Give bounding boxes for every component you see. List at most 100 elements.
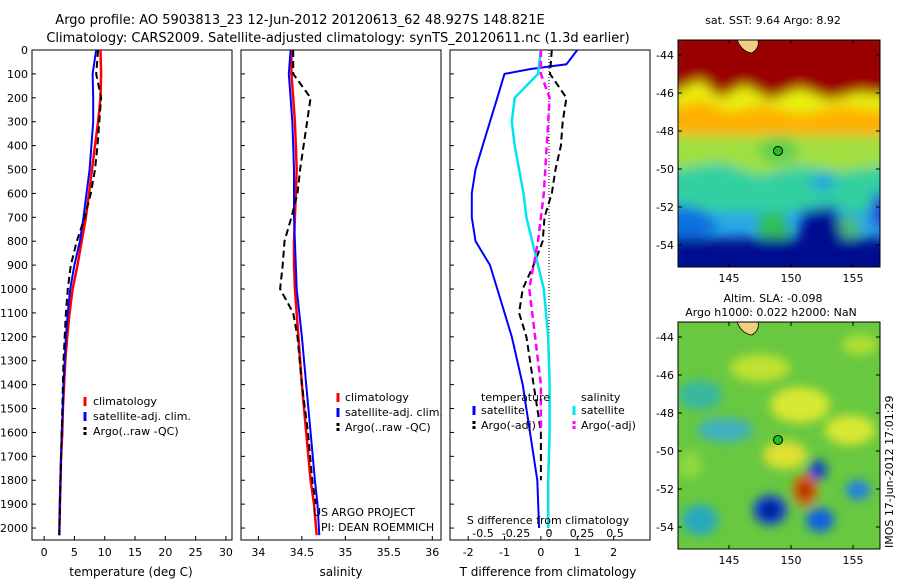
difference-axes-frame (449, 49, 651, 541)
map-lat-label: -44 (656, 331, 674, 344)
s-diff-tick-label: 0.5 (606, 527, 624, 540)
map-lat-label: -46 (656, 369, 674, 382)
x-tick-label: 35.5 (377, 546, 402, 559)
legend-climatology-label: climatology (93, 395, 157, 408)
depth-tick-label: 1300 (0, 355, 28, 368)
depth-tick-label: 1000 (0, 283, 28, 296)
credit-line-1: US ARGO PROJECT (313, 506, 415, 519)
depth-tick-label: 700 (7, 211, 28, 224)
map-lat-label: -50 (656, 163, 674, 176)
legend-temperature-title: temperature (481, 391, 550, 404)
salinity-xlabel: salinity (319, 565, 362, 579)
legend-sal-satellite-label: satellite (581, 404, 625, 417)
depth-tick-label: 1700 (0, 450, 28, 463)
depth-tick-label: 300 (7, 116, 28, 129)
x-tick-label: 34.5 (290, 546, 315, 559)
map-lon-label: 145 (719, 272, 740, 285)
series-line-argo-raw-qc (58, 50, 103, 536)
legend-argo-label: Argo(..raw -QC) (345, 421, 431, 434)
salinity-panel: 34 34.5 35 35.5 36 salinity climatology sate… (240, 49, 443, 579)
x-tick-label: 1 (574, 546, 581, 559)
x-tick-label: 30 (219, 546, 233, 559)
sla-map-title-2: Argo h1000: 0.022 h2000: NaN (685, 306, 857, 319)
legend-satellite-label: satellite-adj. clim. (93, 410, 191, 423)
depth-tick-label: 1800 (0, 474, 28, 487)
map-lat-label: -48 (656, 407, 674, 420)
title-line-2: Climatology: CARS2009. Satellite-adjuste… (46, 31, 629, 46)
depth-tick-label: 0 (21, 44, 28, 57)
depth-tick-label: 200 (7, 92, 28, 105)
map-lon-label: 155 (843, 272, 864, 285)
sla-map-title-1: Altim. SLA: -0.098 (723, 292, 822, 305)
difference-legend: temperature satellite Argo(-adj) salinit… (472, 391, 636, 432)
depth-tick-label: 100 (7, 68, 28, 81)
map-lon-label: 150 (781, 554, 802, 567)
sst-map-title: sat. SST: 9.64 Argo: 8.92 (705, 14, 841, 27)
argo-float-marker (773, 435, 783, 445)
series-line-salinity-argo-adj (528, 50, 551, 433)
x-tick-label: 35 (338, 546, 352, 559)
temperature-panel: 0100200300400500600700800900100011001200… (0, 44, 233, 579)
difference-panel: -2 -1 0 1 2 temperature satellite Argo(-adj)… (449, 49, 651, 579)
credit-line-2: PI: DEAN ROEMMICH (321, 521, 434, 534)
legend-argo-label: Argo(..raw -QC) (93, 425, 179, 438)
salinity-axes-frame (240, 49, 442, 541)
legend-sal-argo-label: Argo(-adj) (581, 419, 636, 432)
depth-tick-label: 1600 (0, 426, 28, 439)
series-line-satellite-adj-clim (287, 50, 321, 536)
map-lat-label: -54 (656, 521, 674, 534)
legend-temp-satellite-label: satellite (481, 404, 525, 417)
s-diff-tick-label: -0.5 (472, 527, 493, 540)
map-lat-label: -52 (656, 201, 674, 214)
title-line-1: Argo profile: AO 5903813_23 12-Jun-2012 … (55, 13, 544, 28)
x-tick-label: 0 (41, 546, 48, 559)
depth-tick-label: 1500 (0, 403, 28, 416)
depth-tick-label: 800 (7, 235, 28, 248)
x-tick-label: 25 (189, 546, 203, 559)
depth-tick-label: 1400 (0, 379, 28, 392)
x-tick-label: 36 (425, 546, 439, 559)
series-line-temperature-argo-adj (518, 50, 568, 481)
map-lat-label: -50 (656, 445, 674, 458)
s-diff-tick-label: -0.25 (502, 527, 530, 540)
sst-map-frame (677, 39, 881, 268)
sla-map-frame (677, 321, 881, 550)
sla-map: Altim. SLA: -0.098 Argo h1000: 0.022 h20… (656, 292, 896, 567)
x-tick-label: -1 (499, 546, 510, 559)
x-tick-label: 2 (610, 546, 617, 559)
legend-temp-argo-label: Argo(-adj) (481, 419, 536, 432)
temperature-xlabel: temperature (deg C) (69, 565, 192, 579)
x-tick-label: -2 (463, 546, 474, 559)
imos-timestamp: IMOS 17-Jun-2012 17:01:29 (883, 395, 896, 548)
depth-tick-label: 500 (7, 164, 28, 177)
x-tick-label: 34 (251, 546, 265, 559)
depth-tick-label: 900 (7, 259, 28, 272)
series-line-argo-raw-qc (279, 50, 317, 505)
legend-satellite-label: satellite-adj. clim. (345, 406, 443, 419)
salinity-legend: climatology satellite-adj. clim. Argo(..… (336, 391, 443, 434)
series-line-salinity-satellite (510, 50, 551, 528)
depth-tick-label: 400 (7, 140, 28, 153)
map-lon-label: 145 (719, 554, 740, 567)
map-lat-label: -54 (656, 239, 674, 252)
x-tick-label: 10 (98, 546, 112, 559)
depth-tick-label: 1900 (0, 498, 28, 511)
x-tick-label: 5 (71, 546, 78, 559)
s-diff-tick-label: 0 (546, 527, 553, 540)
difference-xlabel: T difference from climatology (459, 565, 637, 579)
x-tick-label: 0 (537, 546, 544, 559)
s-diff-tick-label: 0.25 (570, 527, 595, 540)
sst-map: sat. SST: 9.64 Argo: 8.92 (656, 14, 881, 285)
map-lat-label: -52 (656, 483, 674, 496)
temperature-legend: climatology satellite-adj. clim. Argo(..… (83, 395, 191, 438)
x-tick-label: 15 (128, 546, 142, 559)
s-difference-label: S difference from climatology (467, 514, 630, 527)
depth-tick-label: 600 (7, 187, 28, 200)
map-lat-label: -48 (656, 125, 674, 138)
argo-float-marker (773, 146, 783, 156)
legend-climatology-label: climatology (345, 391, 409, 404)
map-lon-label: 150 (781, 272, 802, 285)
series-line-temperature-satellite (470, 50, 579, 529)
depth-tick-label: 2000 (0, 522, 28, 535)
